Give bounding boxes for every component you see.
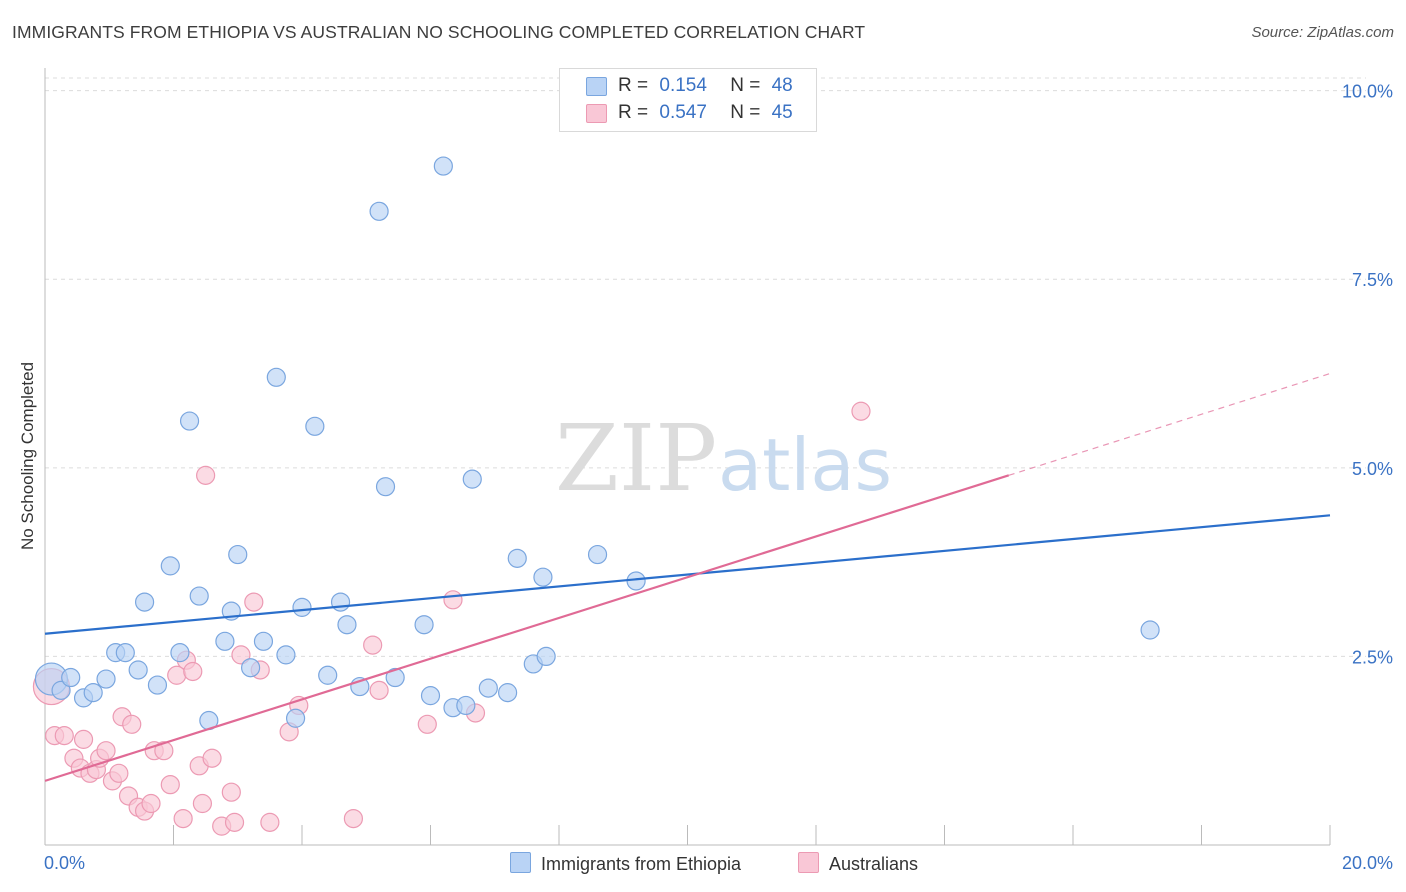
point-ethiopia	[228, 544, 248, 565]
watermark-atlas: atlas	[718, 423, 892, 507]
point-australians	[141, 793, 161, 814]
legend-swatch-blue	[586, 77, 607, 96]
point-ethiopia	[51, 680, 71, 700]
trend-line-ethiopia	[44, 514, 1331, 635]
point-australians	[443, 590, 463, 610]
chart-title: IMMIGRANTS FROM ETHIOPIA VS AUSTRALIAN N…	[12, 22, 866, 42]
point-australians	[851, 401, 871, 421]
point-ethiopia	[587, 544, 608, 565]
point-australians	[183, 661, 203, 682]
point-ethiopia	[533, 567, 553, 587]
legend-r-value-ethiopia: 0.154	[659, 75, 707, 96]
source-label: Source: ZipAtlas.com	[1251, 24, 1394, 41]
point-ethiopia	[498, 683, 518, 703]
point-australians	[343, 808, 363, 829]
point-australians	[202, 748, 222, 768]
point-ethiopia	[1140, 620, 1160, 640]
point-ethiopia	[337, 615, 357, 635]
point-australians	[417, 714, 437, 734]
point-ethiopia	[507, 548, 527, 568]
x-tick-label: 0.0%	[44, 853, 85, 873]
point-ethiopia	[330, 592, 351, 612]
point-ethiopia	[96, 669, 116, 689]
trend-line-australians-projection	[1008, 372, 1331, 476]
bottom-legend-ethiopia: Immigrants from Ethiopia	[510, 852, 741, 875]
point-ethiopia	[292, 597, 312, 617]
legend-r-value-australians: 0.547	[659, 102, 707, 123]
point-australians	[73, 729, 94, 749]
point-ethiopia	[462, 469, 482, 489]
trend-line-australians	[44, 474, 1010, 782]
legend-n-value-ethiopia: 48	[771, 75, 793, 96]
point-australians	[96, 741, 116, 761]
point-australians	[109, 763, 129, 783]
point-australians	[196, 465, 216, 485]
bottom-legend-label-australians: Australians	[829, 854, 919, 874]
legend-n-value-australians: 45	[771, 102, 793, 123]
y-tick-label: 5.0%	[1352, 459, 1393, 479]
point-ethiopia	[285, 708, 306, 728]
bottom-legend-label-ethiopia: Immigrants from Ethiopia	[541, 854, 742, 874]
point-ethiopia	[478, 678, 498, 698]
point-australians	[224, 812, 245, 832]
bottom-legend-swatch-blue	[510, 852, 531, 873]
point-australians	[363, 635, 383, 655]
x-tick-label: 20.0%	[1342, 853, 1393, 873]
point-ethiopia	[61, 667, 81, 688]
point-ethiopia	[414, 615, 434, 635]
point-australians	[173, 808, 193, 829]
point-ethiopia	[536, 646, 556, 667]
point-ethiopia	[375, 477, 396, 497]
point-ethiopia	[369, 201, 389, 221]
point-ethiopia	[170, 643, 190, 663]
point-ethiopia	[128, 660, 148, 680]
point-australians	[160, 775, 180, 795]
point-australians	[154, 741, 174, 761]
point-ethiopia	[266, 367, 286, 387]
bottom-legend-swatch-pink	[798, 852, 819, 873]
bottom-legend-australians: Australians	[798, 852, 918, 875]
point-australians	[192, 793, 213, 814]
y-tick-label: 7.5%	[1352, 270, 1393, 290]
legend-swatch-pink	[586, 104, 607, 123]
y-axis-label: No Schooling Completed	[18, 361, 37, 551]
point-ethiopia	[189, 586, 209, 606]
point-ethiopia	[147, 675, 168, 695]
point-australians	[122, 714, 142, 734]
watermark: ZIP atlas	[555, 405, 892, 512]
point-ethiopia	[305, 416, 325, 436]
point-australians	[54, 726, 74, 746]
point-ethiopia	[160, 556, 180, 576]
point-australians	[231, 645, 251, 665]
point-ethiopia	[115, 643, 135, 663]
point-ethiopia	[276, 645, 296, 665]
point-ethiopia	[215, 631, 235, 651]
point-ethiopia	[420, 686, 441, 706]
legend-n-label: N =	[730, 102, 761, 123]
legend-r-label: R =	[618, 102, 649, 123]
y-tick-label: 10.0%	[1342, 82, 1393, 102]
point-ethiopia	[83, 683, 103, 703]
point-australians	[260, 812, 280, 832]
legend-r-label: R =	[618, 75, 649, 96]
y-tick-label: 2.5%	[1352, 647, 1393, 667]
point-ethiopia	[433, 156, 453, 176]
grid-lines	[45, 77, 1366, 657]
point-ethiopia	[456, 695, 476, 716]
point-ethiopia	[134, 592, 155, 612]
point-ethiopia	[318, 665, 338, 685]
correlation-legend: R = 0.154 N = 48 R = 0.547 N = 45	[559, 68, 817, 132]
point-ethiopia	[253, 631, 274, 651]
point-australians	[244, 592, 264, 612]
watermark-zip: ZIP	[555, 405, 717, 512]
legend-n-label: N =	[730, 75, 761, 96]
point-australians	[369, 680, 389, 700]
point-australians	[221, 782, 241, 802]
point-ethiopia	[179, 411, 200, 431]
axes	[44, 68, 1331, 846]
point-ethiopia	[241, 658, 261, 678]
point-ethiopia	[385, 667, 405, 688]
